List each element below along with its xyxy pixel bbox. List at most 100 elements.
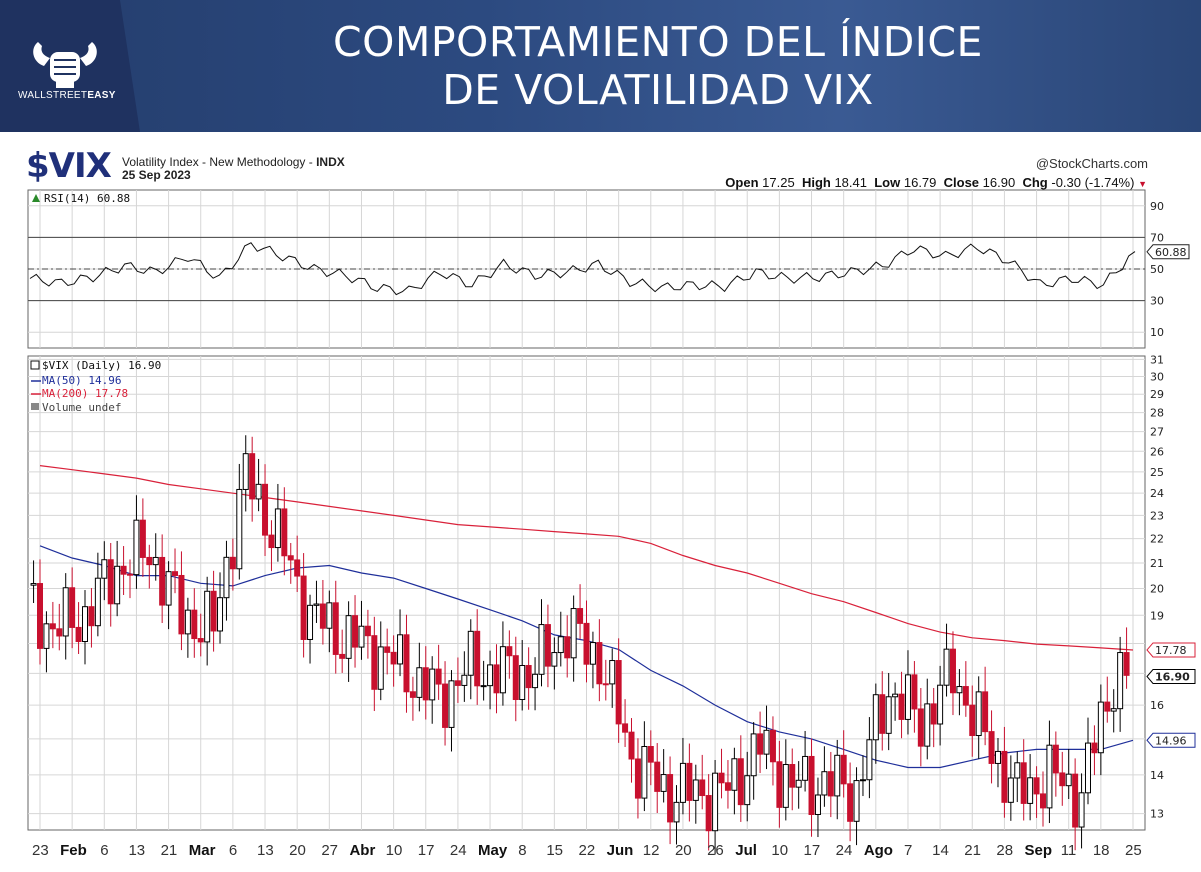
high-value: 18.41 (834, 175, 867, 190)
candle-body (924, 703, 931, 747)
legend-price: $VIX (Daily) 16.90 (42, 359, 161, 372)
candle-body (589, 642, 596, 665)
candle-body (904, 674, 911, 720)
price-tick-label: 23 (1150, 509, 1164, 522)
candle-body (840, 754, 847, 785)
close-label: Close (943, 175, 980, 190)
price-tick-label: 29 (1150, 388, 1164, 401)
ticker-symbol: $VIX (26, 146, 112, 186)
candle-body (435, 668, 442, 685)
candle-body (705, 795, 712, 832)
x-tick-label: 11 (1061, 842, 1077, 859)
rsi-tick-label: 70 (1150, 231, 1164, 244)
candle-body (956, 686, 963, 694)
description-text: Volatility Index - New Methodology - (122, 155, 317, 169)
candle-body (519, 665, 526, 701)
x-tick-label: 10 (771, 842, 788, 859)
x-tick-label: 24 (450, 842, 467, 859)
x-tick-label: 14 (932, 842, 949, 859)
candle-body (1052, 744, 1059, 774)
candle-body (37, 583, 43, 649)
candle-body (975, 691, 982, 737)
last-value-tag: 14.96 (1146, 732, 1196, 748)
candle-body (641, 746, 648, 799)
candle-body (1065, 773, 1072, 787)
candle-body (647, 746, 654, 763)
candle-body (917, 708, 924, 747)
x-tick-label: Abr (349, 842, 375, 859)
x-tick-label: 21 (964, 842, 981, 859)
candle-body (602, 683, 609, 686)
candle-body (107, 559, 114, 605)
candle-body (178, 574, 185, 635)
candle-body (377, 646, 384, 690)
candle-body (249, 453, 256, 500)
candle-body (493, 664, 500, 694)
price-tick-label: 16 (1150, 699, 1164, 712)
candle-body (332, 602, 339, 655)
candle-body (512, 655, 519, 701)
candle-body (1014, 762, 1021, 779)
candle-body (596, 642, 603, 685)
price-tick-label: 13 (1150, 808, 1164, 821)
candle-body (570, 608, 577, 659)
volume-legend-icon (31, 403, 39, 410)
candle-body (480, 685, 487, 688)
price-tick-label: 19 (1150, 609, 1164, 622)
price-tick-label: 30 (1150, 371, 1164, 384)
banner-title-line1: COMPORTAMIENTO DEL ÍNDICE (333, 18, 983, 66)
candle-body (885, 696, 892, 734)
candle-body (834, 754, 841, 797)
candle-body (56, 628, 63, 637)
candle-body (307, 604, 314, 640)
candle-body (94, 577, 101, 627)
candle-body (1117, 652, 1124, 710)
low-value: 16.79 (903, 175, 937, 190)
candle-body (821, 771, 828, 796)
candle-body (1084, 742, 1091, 794)
x-tick-label: 21 (161, 842, 178, 859)
x-tick-label: Mar (189, 842, 216, 859)
stockcharts-watermark: @StockCharts.com (1035, 156, 1148, 171)
x-tick-label: Ago (864, 842, 893, 859)
candle-legend-icon (30, 360, 40, 370)
rsi-line (29, 242, 1136, 296)
candle-body (532, 673, 539, 689)
candle-body (847, 783, 854, 822)
candle-body (859, 779, 866, 782)
candle-body (750, 733, 757, 777)
candle-body (667, 774, 674, 823)
bull-fist-icon (33, 42, 97, 88)
candle-body (1007, 777, 1014, 803)
candle-body (699, 779, 706, 797)
candle-body (371, 635, 378, 690)
candle-body (88, 606, 95, 627)
candle-body (274, 508, 281, 549)
candle-body (994, 750, 1001, 764)
high-label: High (801, 175, 831, 190)
x-tick-label: 10 (386, 842, 403, 859)
candle-body (1072, 773, 1079, 828)
open-label: Open (725, 175, 759, 190)
banner-title-line2: DE VOLATILIDAD VIX (442, 66, 874, 114)
candle-body (30, 583, 37, 586)
candle-body (937, 684, 944, 725)
candle-body (217, 597, 224, 632)
ohlc-summary: Open 17.25 High 18.41 Low 16.79 Close 16… (725, 175, 1147, 190)
candle-body (943, 648, 950, 686)
candle-body (962, 686, 969, 706)
candle-body (802, 755, 809, 781)
candle-body (120, 565, 127, 575)
candle-body (557, 636, 564, 654)
last-value-label: 14.96 (1155, 734, 1187, 747)
candle-body (499, 646, 506, 694)
candle-body (159, 556, 166, 606)
ticker-description: Volatility Index - New Methodology - IND… (122, 155, 345, 169)
candle-body (879, 694, 886, 734)
candle-body (184, 609, 191, 635)
chg-value: -0.30 (-1.74%) (1051, 175, 1135, 190)
price-tick-label: 21 (1150, 557, 1164, 570)
x-tick-label: Sep (1025, 842, 1053, 859)
x-tick-label: May (478, 842, 508, 859)
